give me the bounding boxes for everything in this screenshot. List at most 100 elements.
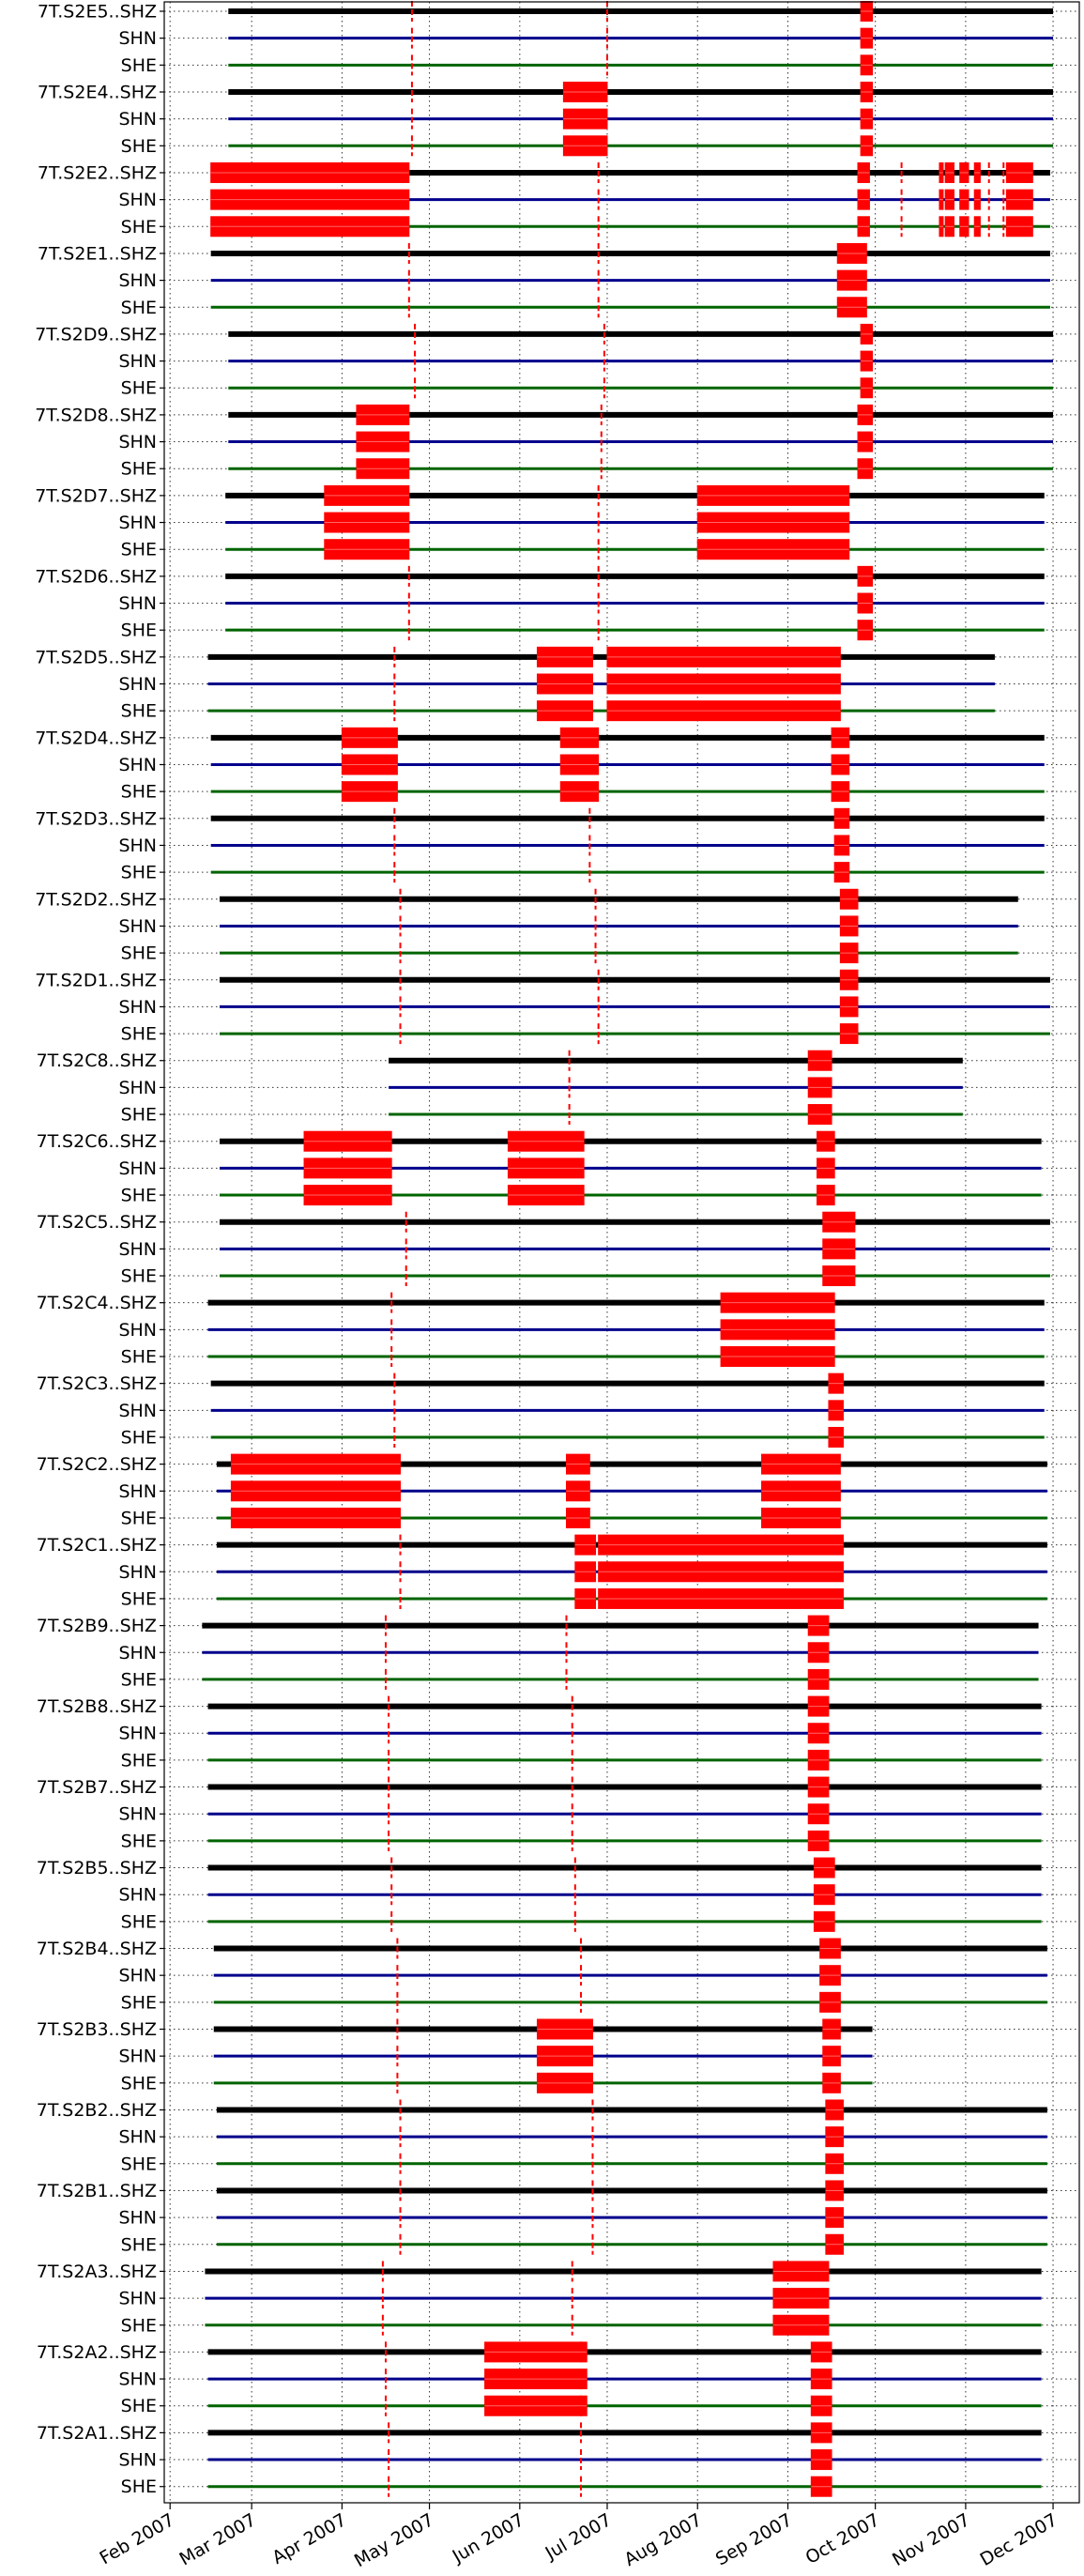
channel-label: 7T.S2B8..SHZ — [37, 1696, 157, 1717]
channel-label: SHN — [118, 997, 157, 1018]
channel-label: 7T.S2C8..SHZ — [37, 1050, 157, 1071]
channel-label: 7T.S2D2..SHZ — [35, 889, 157, 910]
channel-label: SHE — [121, 701, 157, 722]
channel-label: 7T.S2C1..SHZ — [37, 1535, 157, 1556]
channel-label: 7T.S2E4..SHZ — [38, 82, 157, 102]
grid-lines — [164, 2, 1079, 2503]
channel-label: SHE — [121, 1508, 157, 1528]
channel-label: 7T.S2C5..SHZ — [37, 1212, 157, 1233]
channel-label: SHE — [121, 863, 157, 883]
channel-label: SHE — [121, 1669, 157, 1690]
x-tick-label: Apr 2007 — [268, 2509, 350, 2568]
channel-label: SHN — [118, 2127, 157, 2148]
channel-label: SHN — [118, 190, 157, 210]
data-bars — [202, 8, 1054, 2489]
channel-label: SHE — [121, 1831, 157, 1851]
channel-label: SHE — [121, 1427, 157, 1448]
channel-label: SHE — [121, 136, 157, 157]
channel-label: SHN — [118, 1966, 157, 1986]
channel-label: SHE — [121, 378, 157, 399]
channel-label: SHN — [118, 1239, 157, 1260]
channel-label: SHN — [118, 2289, 157, 2309]
channel-label: SHN — [118, 1078, 157, 1098]
channel-label: SHN — [118, 2208, 157, 2229]
channel-label: SHN — [118, 593, 157, 614]
channel-label: SHN — [118, 836, 157, 856]
channel-label: 7T.S2C2..SHZ — [37, 1454, 157, 1475]
channel-label: SHN — [118, 2450, 157, 2471]
channel-label: SHN — [118, 28, 157, 49]
channel-label: SHN — [118, 432, 157, 452]
channel-label: SHE — [121, 1588, 157, 1609]
channel-label: SHN — [118, 1481, 157, 1502]
channel-label: 7T.S2D9..SHZ — [35, 324, 157, 345]
channel-label: SHE — [121, 1911, 157, 1932]
channel-label: 7T.S2E5..SHZ — [38, 2, 157, 23]
x-tick-label: Sep 2007 — [712, 2509, 796, 2569]
channel-label: SHN — [118, 1401, 157, 1421]
channel-label: SHE — [121, 1024, 157, 1045]
channel-label: 7T.S2C4..SHZ — [37, 1293, 157, 1313]
channel-label: SHE — [121, 782, 157, 803]
x-tick-label: Nov 2007 — [889, 2509, 973, 2570]
x-tick-label: Jun 2007 — [449, 2509, 528, 2568]
channel-label: 7T.S2A3..SHZ — [37, 2262, 157, 2282]
channel-label: 7T.S2C3..SHZ — [37, 1373, 157, 1394]
x-tick-label: Feb 2007 — [96, 2509, 177, 2568]
channel-label: SHE — [121, 2396, 157, 2416]
channel-label: 7T.S2B1..SHZ — [37, 2181, 157, 2201]
x-tick-label: May 2007 — [351, 2509, 437, 2571]
channel-label: SHN — [118, 1804, 157, 1825]
channel-label: 7T.S2B3..SHZ — [37, 2019, 157, 2040]
channel-label: SHE — [121, 1186, 157, 1206]
channel-label: 7T.S2E1..SHZ — [38, 243, 157, 264]
channel-label: SHE — [121, 217, 157, 238]
x-tick-label: Oct 2007 — [802, 2509, 884, 2568]
channel-label: SHE — [121, 55, 157, 76]
channel-label: SHN — [118, 351, 157, 372]
channel-label: SHE — [121, 2073, 157, 2093]
channel-label: SHN — [118, 1562, 157, 1583]
channel-label: 7T.S2A1..SHZ — [37, 2423, 157, 2444]
channel-label: SHE — [121, 943, 157, 964]
channel-label: SHN — [118, 270, 157, 291]
x-tick-label: Aug 2007 — [620, 2509, 705, 2570]
channel-label: 7T.S2D1..SHZ — [35, 970, 157, 990]
channel-label: SHE — [121, 1750, 157, 1771]
channel-label: SHE — [121, 2476, 157, 2497]
channel-label: SHN — [118, 109, 157, 130]
channel-label: SHN — [118, 1885, 157, 1906]
channel-label: SHN — [118, 1158, 157, 1179]
plot-frame — [163, 1, 1080, 2504]
channel-label: 7T.S2C6..SHZ — [37, 1131, 157, 1152]
channel-label: 7T.S2B2..SHZ — [37, 2100, 157, 2121]
channel-label: SHN — [118, 674, 157, 695]
x-tick-label: Jul 2007 — [542, 2509, 616, 2564]
channel-label: SHE — [121, 459, 157, 480]
channel-label: SHE — [121, 2154, 157, 2174]
x-tick-label: Dec 2007 — [977, 2509, 1061, 2570]
channel-label: SHN — [118, 513, 157, 533]
channel-label: 7T.S2D7..SHZ — [35, 485, 157, 506]
channel-label: SHN — [118, 1320, 157, 1341]
channel-labels: 7T.S2E5..SHZ SHN SHE 7T.S2E4..SHZ SHN SHE 7T.S… — [35, 2, 157, 2498]
channel-label: SHE — [121, 2234, 157, 2255]
channel-label: SHE — [121, 1266, 157, 1287]
channel-label: SHE — [121, 2315, 157, 2336]
channel-label: SHE — [121, 1105, 157, 1126]
channel-label: SHE — [121, 621, 157, 641]
channel-label: 7T.S2B9..SHZ — [37, 1616, 157, 1636]
channel-label: 7T.S2D6..SHZ — [35, 566, 157, 587]
channel-label: SHN — [118, 1724, 157, 1744]
channel-label: 7T.S2D3..SHZ — [35, 808, 157, 829]
channel-label: SHN — [118, 755, 157, 775]
channel-label: SHN — [118, 916, 157, 937]
channel-label: 7T.S2B7..SHZ — [37, 1777, 157, 1798]
channel-label: 7T.S2D4..SHZ — [35, 728, 157, 748]
channel-label: SHE — [121, 298, 157, 318]
channel-label: 7T.S2B4..SHZ — [37, 1939, 157, 1959]
x-tick-label: Mar 2007 — [176, 2509, 259, 2569]
gap-markers — [210, 1, 1033, 2497]
